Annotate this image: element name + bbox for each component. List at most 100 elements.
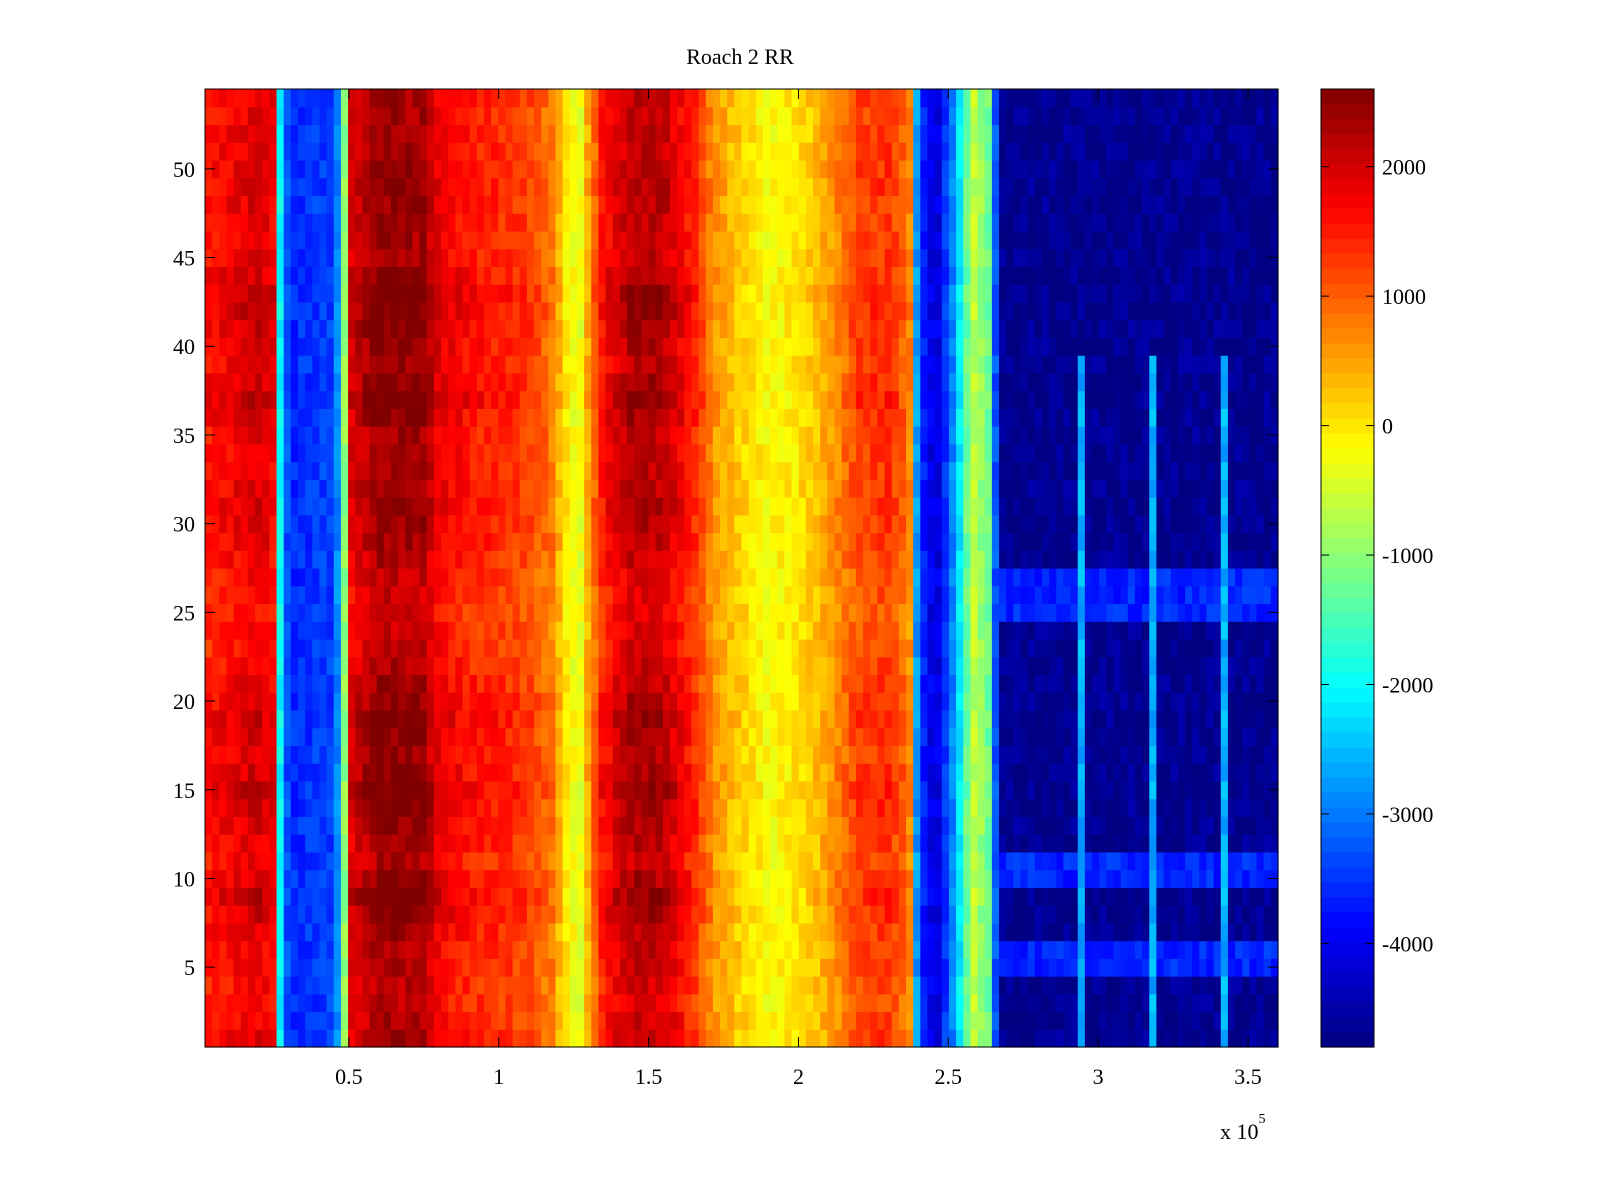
heatmap-cell xyxy=(333,1011,342,1030)
heatmap-cell xyxy=(1242,621,1250,640)
heatmap-cell xyxy=(999,656,1007,676)
heatmap-cell xyxy=(1156,621,1165,640)
heatmap-cell xyxy=(1256,1011,1265,1030)
heatmap-cell xyxy=(519,621,528,640)
heatmap-cell xyxy=(1142,532,1150,551)
heatmap-cell xyxy=(519,976,528,995)
heatmap-cell xyxy=(269,745,278,764)
heatmap-cell xyxy=(255,887,263,906)
heatmap-cell xyxy=(927,532,936,551)
heatmap-cell xyxy=(562,958,571,977)
heatmap-cell xyxy=(448,1029,456,1048)
heatmap-cell xyxy=(655,851,664,871)
heatmap-cell xyxy=(491,1011,499,1030)
heatmap-cell xyxy=(1220,745,1229,764)
heatmap-cell xyxy=(355,443,363,463)
heatmap-cell xyxy=(956,905,964,924)
heatmap-cell xyxy=(247,514,256,534)
heatmap-cell xyxy=(705,514,714,534)
heatmap-cell xyxy=(1134,816,1143,835)
heatmap-cell xyxy=(247,656,256,676)
heatmap-cell xyxy=(684,816,693,835)
heatmap-cell xyxy=(863,550,871,569)
heatmap-cell xyxy=(1256,851,1265,871)
heatmap-cell xyxy=(920,834,929,853)
heatmap-cell xyxy=(519,514,528,534)
heatmap-cell xyxy=(1027,958,1036,977)
heatmap-cell xyxy=(297,585,306,605)
heatmap-cell xyxy=(1242,674,1250,693)
heatmap-cell xyxy=(1063,976,1072,995)
heatmap-cell xyxy=(1020,993,1029,1013)
heatmap-cell xyxy=(906,887,914,906)
heatmap-cell xyxy=(762,922,771,942)
heatmap-cell xyxy=(1034,674,1043,693)
heatmap-cell xyxy=(441,763,449,782)
heatmap-cell xyxy=(283,780,292,800)
heatmap-cell xyxy=(326,479,335,498)
heatmap-cell xyxy=(991,976,1000,995)
heatmap-cell xyxy=(333,514,342,534)
heatmap-cell xyxy=(1213,479,1222,498)
heatmap-cell xyxy=(791,745,800,764)
heatmap-cell xyxy=(1149,603,1157,622)
heatmap-cell xyxy=(1041,656,1050,676)
heatmap-cell xyxy=(1149,568,1157,587)
heatmap-cell xyxy=(627,887,635,906)
heatmap-cell xyxy=(1049,976,1057,995)
heatmap-cell xyxy=(805,585,814,605)
heatmap-cell xyxy=(1106,497,1115,516)
heatmap-cell xyxy=(991,816,1000,835)
heatmap-cell xyxy=(441,780,449,800)
heatmap-cell xyxy=(1256,763,1265,782)
heatmap-cell xyxy=(226,958,235,977)
heatmap-cell xyxy=(219,905,228,924)
heatmap-cell xyxy=(1263,851,1272,871)
heatmap-cell xyxy=(326,638,335,658)
heatmap-cell xyxy=(369,568,378,587)
heatmap-cell xyxy=(1177,550,1186,569)
heatmap-cell xyxy=(205,727,213,747)
heatmap-cell xyxy=(1041,674,1050,693)
heatmap-cell xyxy=(405,461,414,480)
heatmap-cell xyxy=(1056,585,1064,605)
heatmap-cell xyxy=(605,798,614,817)
heatmap-cell xyxy=(891,497,900,516)
heatmap-cell xyxy=(340,780,349,800)
heatmap-cell xyxy=(512,816,521,835)
heatmap-cell xyxy=(1113,780,1122,800)
heatmap-cell xyxy=(1134,550,1143,569)
heatmap-cell xyxy=(355,1029,363,1048)
heatmap-cell xyxy=(1242,1011,1250,1030)
heatmap-cell xyxy=(555,692,564,711)
heatmap-cell xyxy=(827,887,836,906)
heatmap-cell xyxy=(669,816,678,835)
heatmap-cell xyxy=(455,976,464,995)
heatmap-cell xyxy=(483,922,492,942)
heatmap-cell xyxy=(262,656,270,676)
heatmap-cell xyxy=(462,727,471,747)
heatmap-cell xyxy=(383,674,392,693)
heatmap-cell xyxy=(226,780,235,800)
heatmap-cell xyxy=(805,1011,814,1030)
heatmap-cell xyxy=(491,922,499,942)
heatmap-cell xyxy=(748,709,757,729)
heatmap-cell xyxy=(1192,922,1200,942)
heatmap-cell xyxy=(655,621,664,640)
heatmap-cell xyxy=(1027,709,1036,729)
heatmap-cell xyxy=(1041,816,1050,835)
heatmap-cell xyxy=(483,940,492,959)
heatmap-cell xyxy=(755,976,764,995)
heatmap-cell xyxy=(1170,621,1179,640)
heatmap-cell xyxy=(1177,1029,1186,1048)
heatmap-cell xyxy=(534,922,542,942)
heatmap-cell xyxy=(1199,940,1208,959)
heatmap-cell xyxy=(1213,905,1222,924)
heatmap-cell xyxy=(1041,727,1050,747)
heatmap-cell xyxy=(433,550,442,569)
heatmap-cell xyxy=(691,585,700,605)
heatmap-cell xyxy=(1192,958,1200,977)
heatmap-cell xyxy=(1134,514,1143,534)
heatmap-cell xyxy=(576,745,585,764)
heatmap-cell xyxy=(641,497,650,516)
